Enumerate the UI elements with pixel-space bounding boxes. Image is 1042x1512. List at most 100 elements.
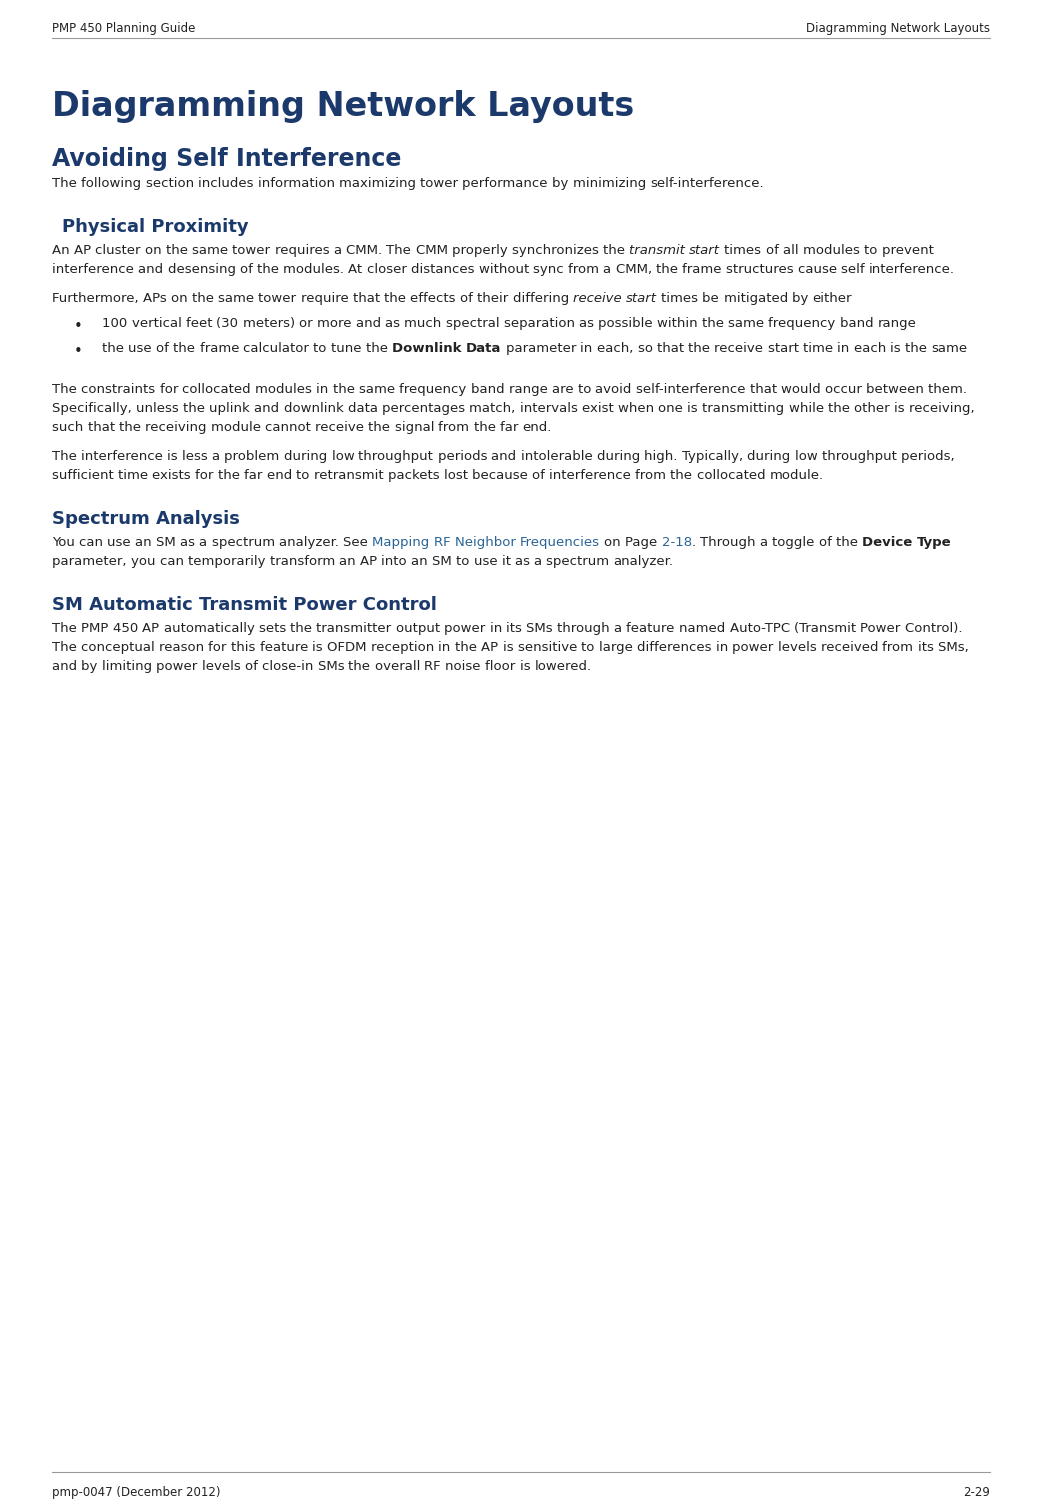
Text: overall: overall [375, 661, 424, 673]
Text: the: the [688, 342, 715, 355]
Text: cluster: cluster [95, 243, 145, 257]
Text: is: is [168, 451, 182, 463]
Text: output: output [396, 621, 444, 635]
Text: an: an [339, 555, 359, 569]
Text: of: of [766, 243, 783, 257]
Text: Typically,: Typically, [681, 451, 747, 463]
Text: and: and [492, 451, 521, 463]
Text: all: all [783, 243, 802, 257]
Text: through: through [557, 621, 614, 635]
Text: The: The [52, 177, 81, 191]
Text: in: in [439, 641, 455, 655]
Text: times: times [724, 243, 766, 257]
Text: floor: floor [485, 661, 520, 673]
Text: conceptual: conceptual [81, 641, 159, 655]
Text: lowered.: lowered. [535, 661, 592, 673]
Text: minimizing: minimizing [573, 177, 650, 191]
Text: Auto-TPC: Auto-TPC [729, 621, 794, 635]
Text: CMM: CMM [416, 243, 452, 257]
Text: far: far [244, 469, 267, 482]
Text: of: of [819, 535, 836, 549]
Text: 100: 100 [102, 318, 131, 330]
Text: the: the [474, 420, 500, 434]
Text: percentages: percentages [381, 402, 469, 414]
Text: the: the [905, 342, 932, 355]
Text: data: data [348, 402, 381, 414]
Text: •: • [74, 345, 82, 358]
Text: a: a [614, 621, 626, 635]
Text: the: the [183, 402, 209, 414]
Text: AP: AP [359, 555, 381, 569]
Text: throughput: throughput [358, 451, 438, 463]
Text: Frequencies: Frequencies [520, 535, 600, 549]
Text: in: in [838, 342, 853, 355]
Text: desensing: desensing [168, 263, 240, 277]
Text: range: range [877, 318, 917, 330]
Text: periods: periods [438, 451, 492, 463]
Text: end.: end. [523, 420, 552, 434]
Text: the: the [102, 342, 128, 355]
Text: limiting: limiting [102, 661, 156, 673]
Text: is: is [688, 402, 702, 414]
Text: can: can [79, 535, 107, 549]
Text: parameter: parameter [505, 342, 580, 355]
Text: self: self [841, 263, 869, 277]
Text: during: during [597, 451, 644, 463]
Text: modules: modules [802, 243, 864, 257]
Text: collocated: collocated [697, 469, 770, 482]
Text: is: is [502, 641, 518, 655]
Text: that: that [352, 292, 384, 305]
Text: differing: differing [513, 292, 573, 305]
Text: analyzer.: analyzer. [279, 535, 344, 549]
Text: and: and [52, 661, 81, 673]
Text: The: The [52, 383, 81, 396]
Text: interference.: interference. [869, 263, 956, 277]
Text: far: far [500, 420, 523, 434]
Text: feature: feature [259, 641, 313, 655]
Text: Power: Power [861, 621, 904, 635]
Text: use: use [128, 342, 156, 355]
Text: a: a [534, 555, 546, 569]
Text: each,: each, [597, 342, 638, 355]
Text: parameter,: parameter, [52, 555, 130, 569]
Text: same: same [358, 383, 399, 396]
Text: the: the [670, 469, 697, 482]
Text: is: is [520, 661, 535, 673]
Text: calculator: calculator [243, 342, 314, 355]
Text: to: to [456, 555, 474, 569]
Text: receive: receive [573, 292, 626, 305]
Text: the: the [166, 243, 192, 257]
Text: to: to [864, 243, 882, 257]
Text: collocated: collocated [182, 383, 255, 396]
Text: Control).: Control). [904, 621, 967, 635]
Text: performance: performance [463, 177, 552, 191]
Text: pmp-0047 (December 2012): pmp-0047 (December 2012) [52, 1486, 221, 1498]
Text: SM: SM [156, 535, 180, 549]
Text: between: between [866, 383, 928, 396]
Text: match,: match, [469, 402, 520, 414]
Text: AP: AP [143, 621, 164, 635]
Text: structures: structures [726, 263, 798, 277]
Text: them.: them. [928, 383, 971, 396]
Text: more: more [317, 318, 355, 330]
Text: information: information [257, 177, 339, 191]
Text: throughput: throughput [822, 451, 901, 463]
Text: SMs: SMs [526, 621, 557, 635]
Text: large: large [599, 641, 637, 655]
Text: power: power [156, 661, 202, 673]
Text: for: for [159, 383, 182, 396]
Text: from: from [568, 263, 603, 277]
Text: would: would [782, 383, 825, 396]
Text: properly: properly [452, 243, 512, 257]
Text: use: use [107, 535, 135, 549]
Text: tower: tower [420, 177, 463, 191]
Text: time: time [118, 469, 152, 482]
Text: spectrum: spectrum [212, 535, 279, 549]
Text: low: low [331, 451, 358, 463]
Text: end: end [267, 469, 296, 482]
Text: module.: module. [770, 469, 824, 482]
Text: noise: noise [445, 661, 485, 673]
Text: their: their [477, 292, 513, 305]
Text: Device: Device [862, 535, 917, 549]
Text: analyzer.: analyzer. [614, 555, 674, 569]
